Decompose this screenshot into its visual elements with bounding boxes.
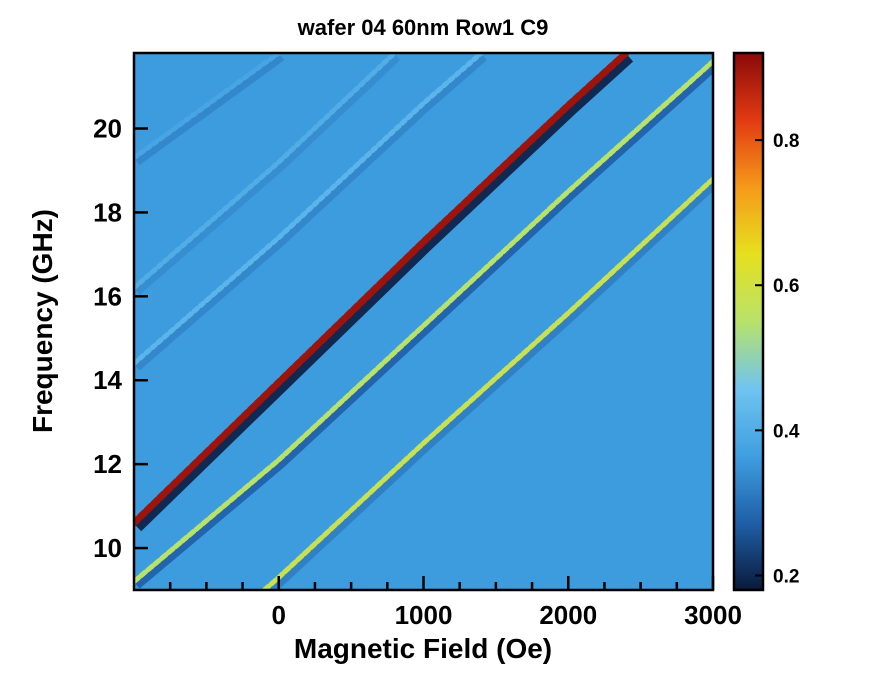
y-tick-label: 10 (93, 533, 122, 563)
y-tick-label: 20 (93, 114, 122, 144)
resonance-band-3 (261, 176, 713, 590)
y-tick-label: 16 (93, 281, 122, 311)
resonance-dip-line (134, 53, 285, 166)
x-tick-label: 1000 (395, 600, 453, 630)
x-axis-label: Magnetic Field (Oe) (294, 633, 552, 664)
y-tick-label: 18 (93, 197, 122, 227)
resonance-band-2 (134, 58, 713, 589)
resonance-dip-line (134, 54, 401, 295)
resonance-band-4 (134, 53, 488, 371)
resonance-band-5 (134, 53, 401, 295)
colorbar-tick-label: 0.6 (773, 276, 799, 297)
resonance-dip-line (134, 53, 488, 371)
resonance-dip-line (265, 180, 713, 590)
x-tick-label: 3000 (684, 600, 742, 630)
y-tick-label: 14 (93, 365, 122, 395)
x-tick-label: 2000 (539, 600, 597, 630)
resonance-band-6 (134, 53, 285, 166)
x-tick-label: 0 (272, 600, 286, 630)
resonance-peak-line (134, 53, 398, 291)
resonance-peak-line (261, 176, 713, 590)
resonance-dip-line (134, 62, 713, 589)
heatmap-area (134, 53, 713, 590)
resonance-peak-line (134, 53, 630, 527)
y-tick-label: 12 (93, 449, 122, 479)
chart-title: wafer 04 60nm Row1 C9 (297, 15, 549, 40)
resonance-peak-line (134, 53, 484, 366)
colorbar-tick-label: 0.2 (773, 566, 799, 587)
colorbar-ticks: 0.2 0.4 0.6 0.8 (755, 131, 800, 587)
colorbar-tick-label: 0.4 (773, 421, 800, 442)
colorbar-tick-label: 0.8 (773, 131, 799, 152)
resonance-band-1 (134, 53, 634, 532)
y-axis: 10 12 14 16 18 20 (93, 114, 148, 563)
resonance-dip-line (134, 53, 634, 532)
y-axis-label: Frequency (GHz) (27, 209, 58, 433)
resonance-peak-line (134, 53, 282, 161)
x-axis: 0 1000 2000 3000 (168, 576, 742, 630)
resonance-peak-line (134, 58, 713, 585)
colorbar (732, 51, 765, 592)
